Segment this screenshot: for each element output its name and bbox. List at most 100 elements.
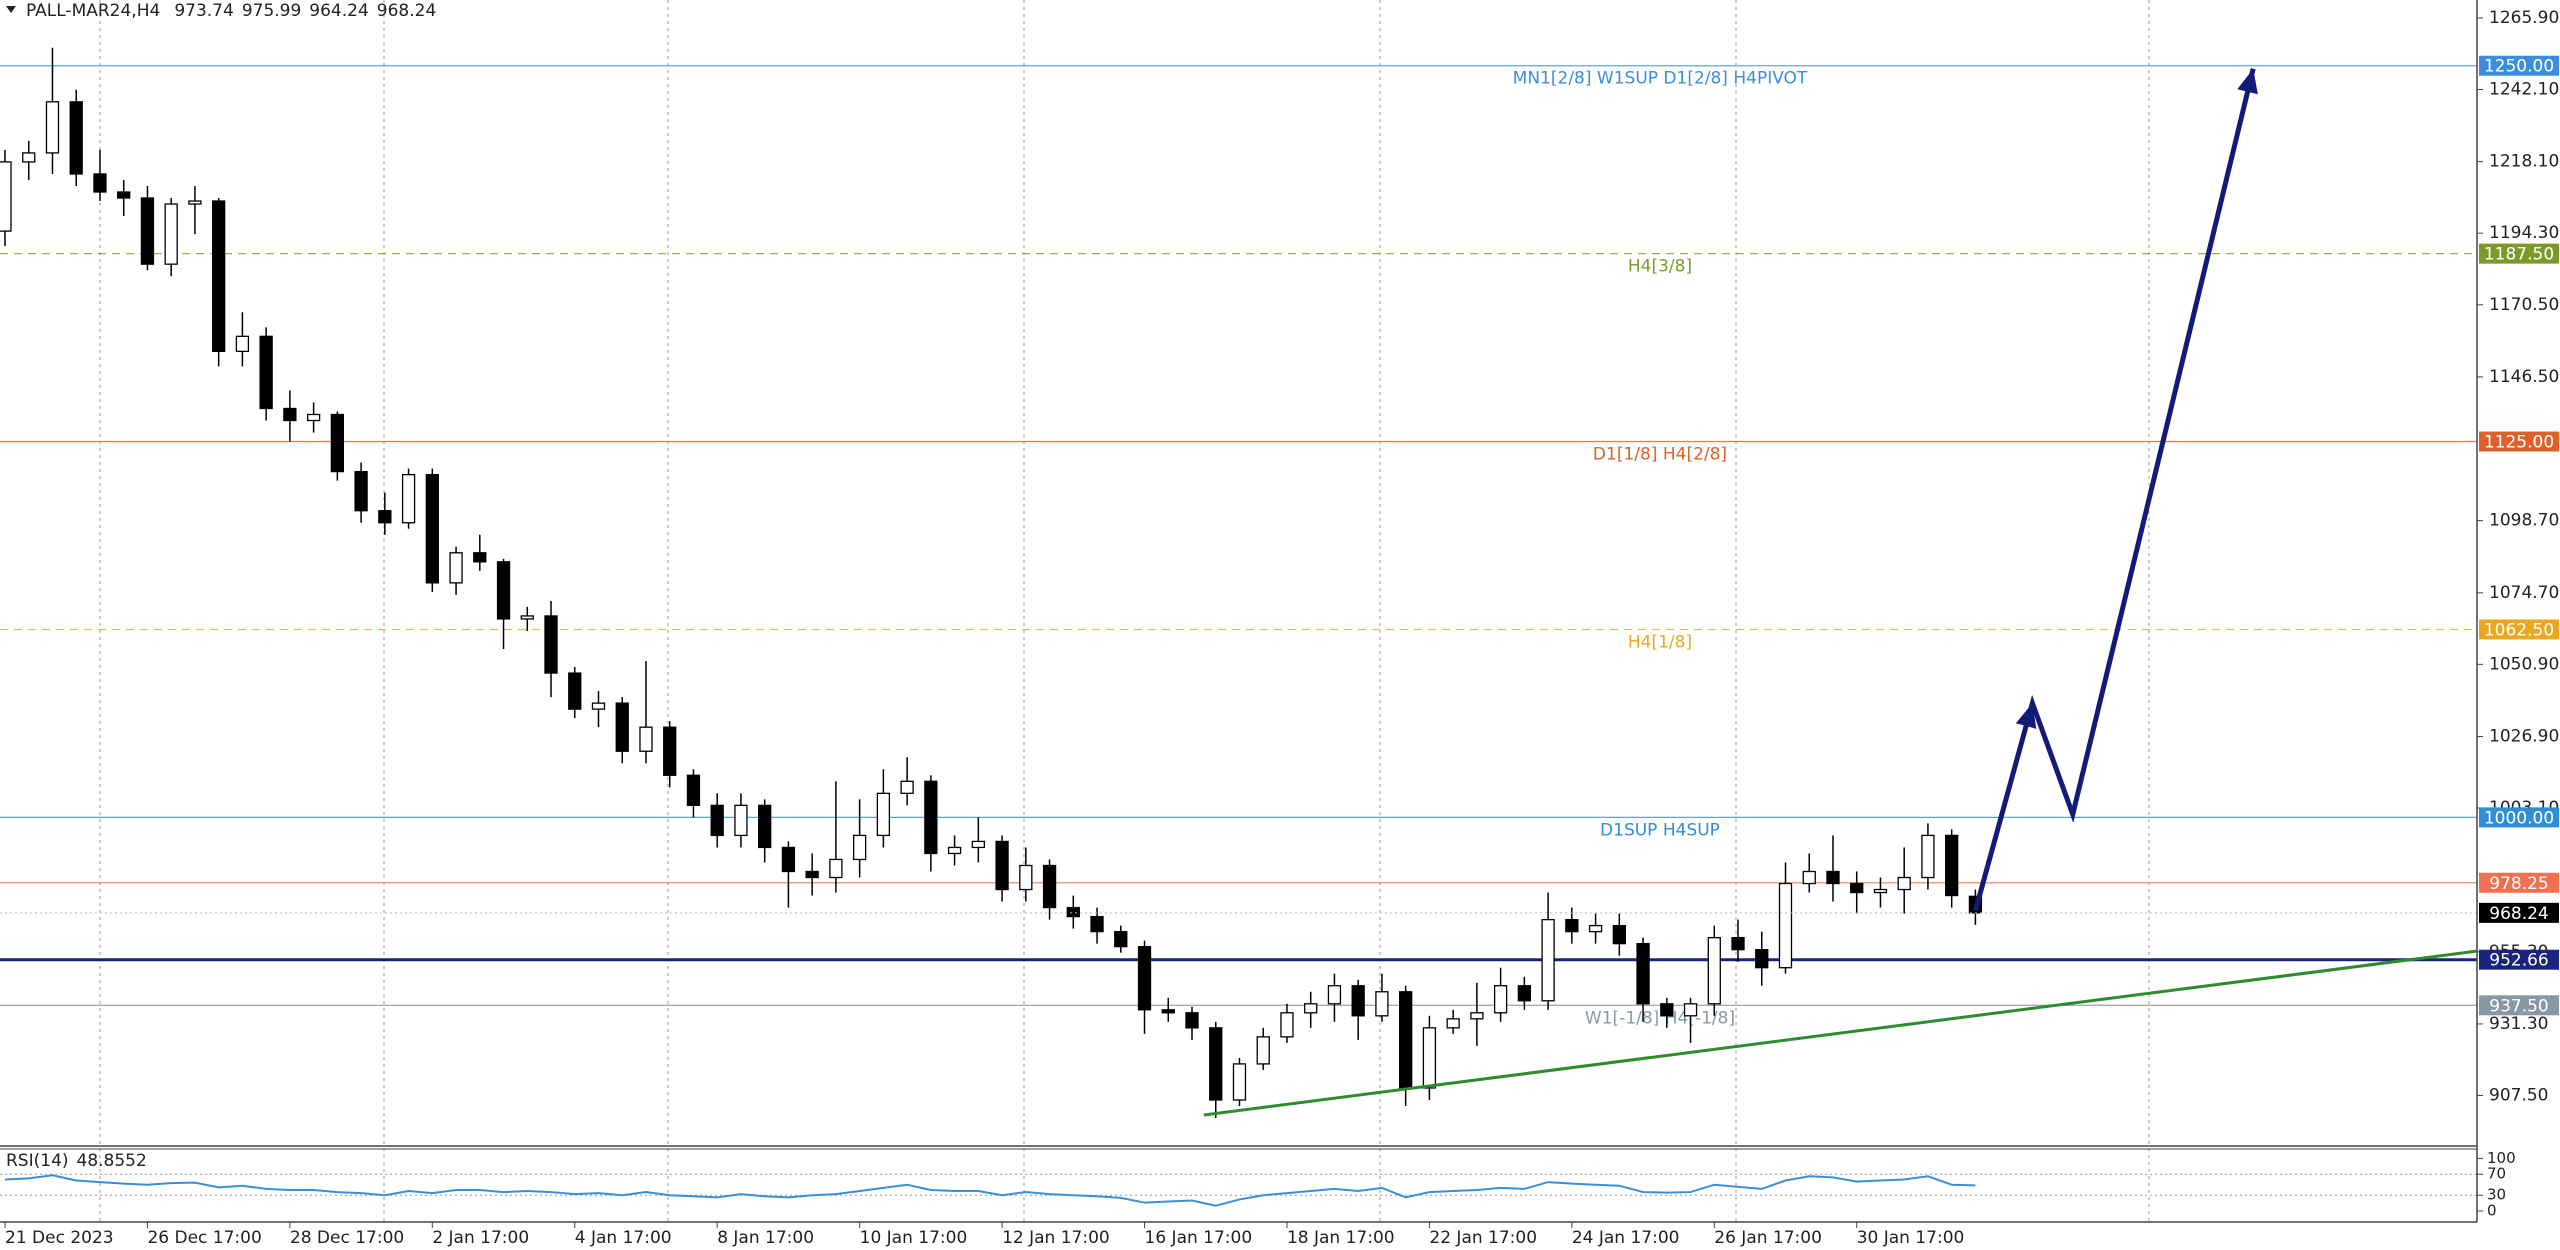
candle-body (686, 774, 701, 807)
candle-body (140, 197, 155, 265)
candle-body (1161, 1009, 1175, 1014)
candle-body (1683, 1003, 1698, 1017)
level-text: H4[3/8] (1628, 257, 1692, 277)
x-tick-label: 24 Jan 17:00 (1572, 1228, 1680, 1248)
candle-body (164, 203, 178, 265)
y-tick-label: 907.50 (2489, 1085, 2548, 1105)
x-tick-label: 16 Jan 17:00 (1145, 1228, 1253, 1248)
y-tick-label: 1146.50 (2489, 367, 2559, 387)
candle-body (1256, 1036, 1270, 1065)
candle-body (1493, 985, 1508, 1014)
candle-body (378, 510, 392, 524)
candle-body (1280, 1012, 1294, 1038)
candle-body (1066, 906, 1080, 918)
open: 973.74 (174, 1, 233, 21)
level-price-label: 1062.50 (2484, 620, 2554, 640)
candle-body (283, 407, 297, 422)
level-text: D1[1/8] H4[2/8] (1593, 445, 1727, 465)
candle-body (1778, 882, 1793, 969)
level-price-label: 1000.00 (2484, 808, 2554, 828)
level-price-label: 952.66 (2489, 951, 2548, 971)
level-price-box (2479, 995, 2559, 1016)
candle-body (117, 191, 131, 199)
candle-body (188, 200, 202, 205)
candle-body (947, 846, 962, 855)
symbol: PALL-MAR24,H4 (26, 1, 160, 21)
level-text: W1[-1/8] H4[-1/8] (1585, 1008, 1735, 1028)
candle-body (1137, 946, 1152, 1011)
plot-layer: MN1[2/8] W1SUP D1[2/8] H4PIVOT H4[3/8] D1[… (0, 47, 2477, 1207)
candle-body (425, 473, 439, 584)
chart-header: PALL-MAR24,H4 973.74 975.99 964.24 968.24 (26, 1, 436, 21)
candle-body (45, 101, 60, 154)
candle-body (259, 335, 273, 410)
level-price-label: 1250.00 (2484, 57, 2554, 77)
x-tick-label: 22 Jan 17:00 (1429, 1228, 1537, 1248)
candle-body (1826, 870, 1840, 885)
candle-body (1945, 834, 1959, 897)
level-price-box (2479, 243, 2559, 264)
rsi-line (4, 1174, 1976, 1207)
candle-body (1090, 915, 1104, 933)
level-text: MN1[2/8] W1SUP D1[2/8] H4PIVOT (1513, 69, 1808, 89)
x-tick-label: 4 Jan 17:00 (575, 1228, 672, 1248)
level-price-label: 1187.50 (2484, 245, 2554, 265)
candle-body (1636, 943, 1650, 1005)
candle-body (1588, 924, 1603, 933)
x-tick-label: 21 Dec 2023 (5, 1228, 114, 1248)
y-tick-label: 1265.90 (2489, 8, 2559, 28)
candle-body (1446, 1018, 1460, 1029)
candle-body (1802, 870, 1816, 885)
rsi-tick-label: 0 (2487, 1201, 2497, 1219)
x-tick-label: 26 Jan 17:00 (1714, 1228, 1822, 1248)
rsi-tick-label: 70 (2487, 1165, 2506, 1183)
candle-body (829, 858, 843, 879)
candle-body (1304, 1003, 1318, 1014)
candle-body (1327, 985, 1342, 1005)
candle-body (306, 413, 321, 422)
x-tick-label: 26 Dec 17:00 (147, 1228, 261, 1248)
candle-body (852, 834, 867, 861)
menu-triangle (6, 6, 16, 13)
candle-body (568, 672, 582, 710)
level-price-box (2479, 949, 2559, 970)
x-tick-label: 8 Jan 17:00 (717, 1228, 814, 1248)
candle-body (805, 870, 819, 879)
rsi-tick-label: 100 (2487, 1149, 2516, 1167)
y-tick-label: 931.30 (2489, 1014, 2548, 1034)
candle-body (520, 615, 534, 620)
candle-body (1707, 936, 1721, 1005)
candle-body (615, 702, 629, 752)
candle-body (93, 173, 107, 193)
candle-body (1470, 1012, 1484, 1020)
candle-body (401, 473, 416, 524)
candle-body (1541, 918, 1555, 1002)
candle-body (235, 335, 250, 353)
candle-body (995, 840, 1009, 891)
candle-body (1185, 1012, 1199, 1029)
level-price-label: 937.50 (2489, 996, 2548, 1016)
y-tick-label: 1242.10 (2489, 79, 2559, 99)
y-tick-label: 1098.70 (2489, 511, 2559, 531)
level-text: H4[1/8] (1628, 632, 1692, 652)
level-price-box (2479, 872, 2559, 893)
trendline (1203, 949, 2477, 1117)
level-price-box (2479, 55, 2559, 76)
x-tick-label: 12 Jan 17:00 (1002, 1228, 1110, 1248)
x-tick-label: 30 Jan 17:00 (1857, 1228, 1965, 1248)
candle-body (900, 780, 914, 794)
candle-body (1114, 930, 1128, 948)
level-price-label: 978.25 (2489, 874, 2548, 894)
current-price-box (2479, 902, 2559, 923)
candle-body (0, 161, 12, 232)
candle-body (473, 552, 487, 563)
arrow-head (2015, 703, 2037, 729)
candle-body (663, 726, 677, 776)
candle-body (1399, 991, 1413, 1089)
candle-body (1232, 1063, 1247, 1101)
candle-body (734, 804, 748, 837)
candle-body (781, 846, 796, 873)
x-tick-label: 2 Jan 17:00 (432, 1228, 529, 1248)
y-tick-label: 1050.90 (2489, 654, 2559, 674)
